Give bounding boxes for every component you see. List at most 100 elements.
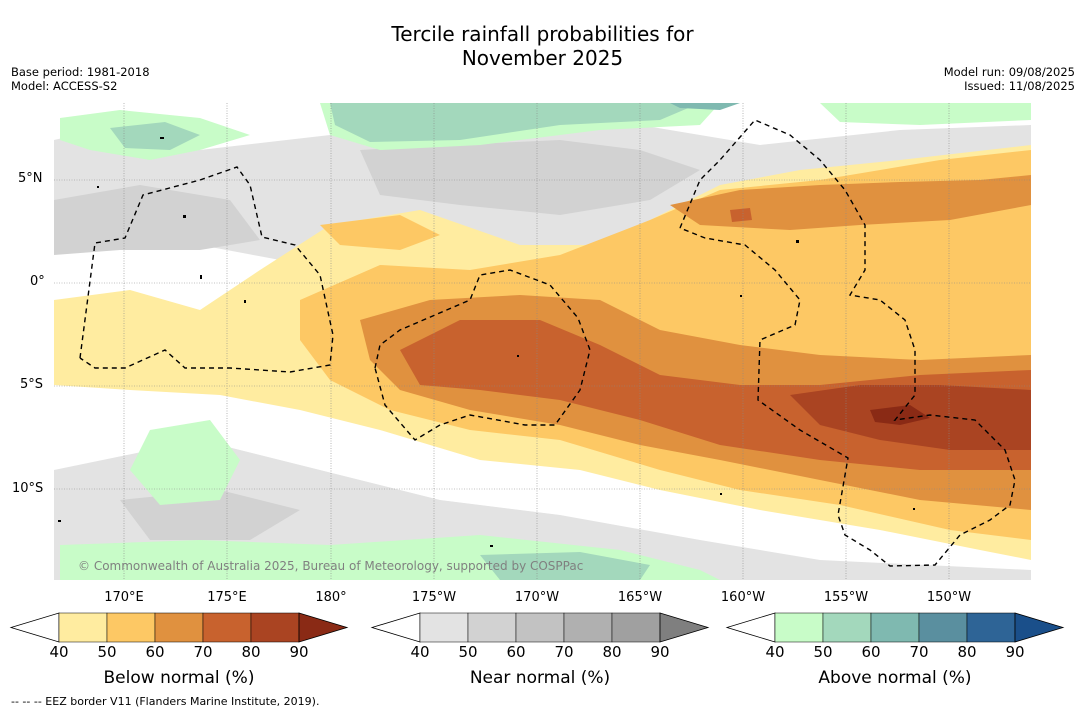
colorbar-segment bbox=[870, 612, 920, 643]
colorbar-left-extension bbox=[725, 612, 776, 643]
above-normal-region-north-east bbox=[820, 103, 1031, 125]
cb1-tick: 70 bbox=[554, 643, 574, 661]
colorbar-near-normal bbox=[370, 612, 710, 643]
colorbar-segment bbox=[966, 612, 1016, 643]
island bbox=[58, 520, 61, 522]
below-normal-region-50-west bbox=[320, 215, 440, 250]
lat-label-5n: 5°N bbox=[18, 171, 43, 186]
colorbar-segment bbox=[467, 612, 517, 643]
island bbox=[160, 137, 164, 139]
colorbar-segment bbox=[419, 612, 469, 643]
issued-date: Issued: 11/08/2025 bbox=[964, 79, 1075, 93]
colorbar-label-above: Above normal (%) bbox=[818, 668, 972, 688]
colorbar-segment bbox=[918, 612, 968, 643]
colorbar-right-extension bbox=[659, 612, 710, 643]
colorbar-below-normal bbox=[9, 612, 349, 643]
cb1-tick: 40 bbox=[410, 643, 430, 661]
colorbar-left-extension bbox=[9, 612, 60, 643]
lon-label-150w: 150°W bbox=[926, 590, 972, 605]
lon-label-165w: 165°W bbox=[617, 590, 663, 605]
cb1-tick: 90 bbox=[650, 643, 670, 661]
colorbar-right-extension bbox=[1014, 612, 1065, 643]
colorbar-label-near: Near normal (%) bbox=[469, 668, 611, 688]
lon-label-170e: 170°E bbox=[104, 590, 144, 605]
island bbox=[490, 545, 493, 547]
eez-border-kiribati-phoenix bbox=[374, 269, 591, 441]
map-fields bbox=[54, 103, 1031, 580]
lon-label-160w: 160°W bbox=[720, 590, 766, 605]
colorbar-segment bbox=[611, 612, 661, 643]
below-normal-region-70-north bbox=[730, 208, 752, 222]
lon-label-180: 180° bbox=[315, 590, 347, 605]
title-line-1: Tercile rainfall probabilities for bbox=[391, 22, 694, 46]
cb1-tick: 80 bbox=[602, 643, 622, 661]
meta-right: Model run: 09/08/2025 Issued: 11/08/2025 bbox=[944, 65, 1075, 93]
cb0-tick: 60 bbox=[145, 643, 165, 661]
lon-label-170w: 170°W bbox=[514, 590, 560, 605]
eez-border-kiribati-gilbert bbox=[79, 166, 334, 373]
cb0-tick: 70 bbox=[193, 643, 213, 661]
colorbar-segment bbox=[202, 612, 252, 643]
island bbox=[796, 240, 799, 243]
island bbox=[913, 508, 915, 510]
title-line-2: November 2025 bbox=[461, 46, 624, 70]
below-normal-region-90 bbox=[870, 405, 930, 425]
colorbar-label-below: Below normal (%) bbox=[103, 668, 255, 688]
island bbox=[517, 355, 519, 357]
base-period: Base period: 1981-2018 bbox=[11, 65, 150, 79]
meta-left: Base period: 1981-2018 Model: ACCESS-S2 bbox=[11, 65, 150, 93]
model-name: Model: ACCESS-S2 bbox=[11, 79, 118, 93]
cb2-tick: 40 bbox=[765, 643, 785, 661]
island bbox=[97, 186, 99, 188]
colorbar-segment bbox=[58, 612, 108, 643]
eez-borders bbox=[79, 119, 1016, 567]
colorbar-left-extension bbox=[370, 612, 421, 643]
colorbar-segment bbox=[250, 612, 300, 643]
cb2-tick: 60 bbox=[861, 643, 881, 661]
island bbox=[740, 295, 742, 297]
lat-label-0: 0° bbox=[30, 274, 45, 289]
cb0-tick: 80 bbox=[241, 643, 261, 661]
copyright-text: © Commonwealth of Australia 2025, Bureau… bbox=[78, 559, 584, 573]
map-title: Tercile rainfall probabilities for Novem… bbox=[0, 22, 1085, 70]
cb2-tick: 50 bbox=[813, 643, 833, 661]
cb1-tick: 60 bbox=[506, 643, 526, 661]
cb2-tick: 80 bbox=[957, 643, 977, 661]
colorbar-segment bbox=[563, 612, 613, 643]
lon-label-175w: 175°W bbox=[411, 590, 457, 605]
above-normal-region-north-center-core bbox=[330, 103, 700, 142]
colorbar-right-extension bbox=[298, 612, 349, 643]
colorbar-segment bbox=[774, 612, 824, 643]
island bbox=[720, 493, 722, 495]
cb0-tick: 40 bbox=[49, 643, 69, 661]
cb1-tick: 50 bbox=[458, 643, 478, 661]
above-normal-region-south-west bbox=[130, 420, 240, 505]
model-run: Model run: 09/08/2025 bbox=[943, 65, 1075, 79]
above-normal-region-south-core bbox=[480, 552, 650, 580]
lat-label-5s: 5°S bbox=[20, 377, 44, 392]
eez-legend-note: -- -- -- EEZ border V11 (Flanders Marine… bbox=[11, 695, 320, 708]
graticule bbox=[54, 103, 1031, 580]
colorbars bbox=[9, 612, 1065, 643]
lon-label-175e: 175°E bbox=[207, 590, 247, 605]
colorbar-segment bbox=[822, 612, 872, 643]
lon-label-155w: 155°W bbox=[823, 590, 869, 605]
above-normal-region-north-center-deep bbox=[670, 103, 740, 110]
near-normal-region-west bbox=[54, 185, 260, 255]
cb2-tick: 90 bbox=[1005, 643, 1025, 661]
above-normal-region-north-core bbox=[110, 122, 200, 150]
island bbox=[244, 300, 246, 303]
cb2-tick: 70 bbox=[909, 643, 929, 661]
near-normal-region-north-mid bbox=[360, 140, 700, 215]
cb0-tick: 50 bbox=[97, 643, 117, 661]
below-normal-region-60-north bbox=[670, 175, 1031, 230]
lat-label-10s: 10°S bbox=[12, 481, 44, 496]
colorbar-segment bbox=[106, 612, 156, 643]
colorbar-segment bbox=[515, 612, 565, 643]
island bbox=[200, 275, 202, 279]
cb0-tick: 90 bbox=[289, 643, 309, 661]
rainfall-map bbox=[54, 103, 1031, 580]
islands bbox=[58, 137, 915, 547]
colorbar-segment bbox=[154, 612, 204, 643]
island bbox=[183, 215, 186, 218]
